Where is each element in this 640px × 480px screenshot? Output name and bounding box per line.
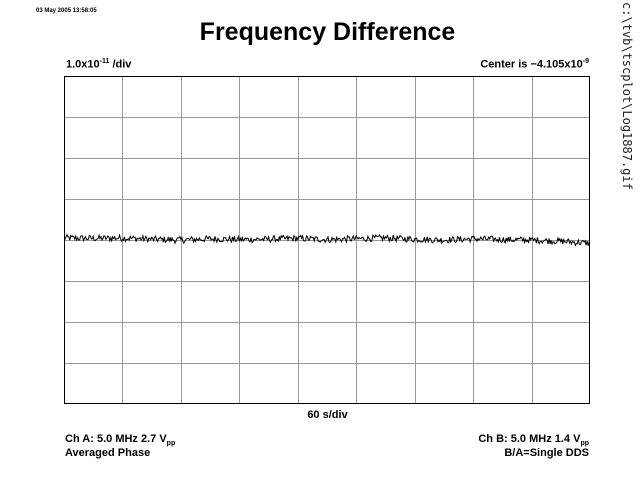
plot-frame [64, 76, 590, 404]
center-value-label: Center is −4.105x10-9 [480, 58, 589, 71]
y-scale-label: 1.0x10-11 /div [66, 58, 131, 71]
channel-b-mode: B/A=Single DDS [504, 447, 589, 459]
channel-b-label: Ch B: 5.0 MHz 1.4 Vpp [478, 433, 589, 447]
channel-a-mode: Averaged Phase [65, 447, 151, 459]
center-value-base: Center is −4.105x10 [480, 58, 583, 71]
channel-a-text: Ch A: 5.0 MHz 2.7 V [65, 433, 167, 445]
channel-a-sub: pp [166, 440, 176, 448]
y-scale-base: 1.0x10 [66, 58, 100, 71]
channel-a-label: Ch A: 5.0 MHz 2.7 Vpp [65, 433, 175, 447]
chart-title: Frequency Difference [199, 18, 456, 46]
grid [64, 76, 590, 404]
timestamp: 03 May 2005 13:58:05 [36, 8, 97, 14]
plot-area [64, 76, 590, 404]
y-scale-exponent: -11 [99, 58, 110, 65]
center-value-exponent: -9 [582, 58, 589, 65]
x-scale-label: 60 s/div [307, 409, 348, 421]
file-path-label: c:\tvb\tscplot\Log1887.gif [620, 2, 634, 190]
y-scale-suffix: /div [109, 58, 132, 71]
channel-b-text: Ch B: 5.0 MHz 1.4 V [478, 433, 581, 445]
frequency-difference-trace [64, 233, 590, 247]
channel-b-sub: pp [580, 440, 589, 448]
